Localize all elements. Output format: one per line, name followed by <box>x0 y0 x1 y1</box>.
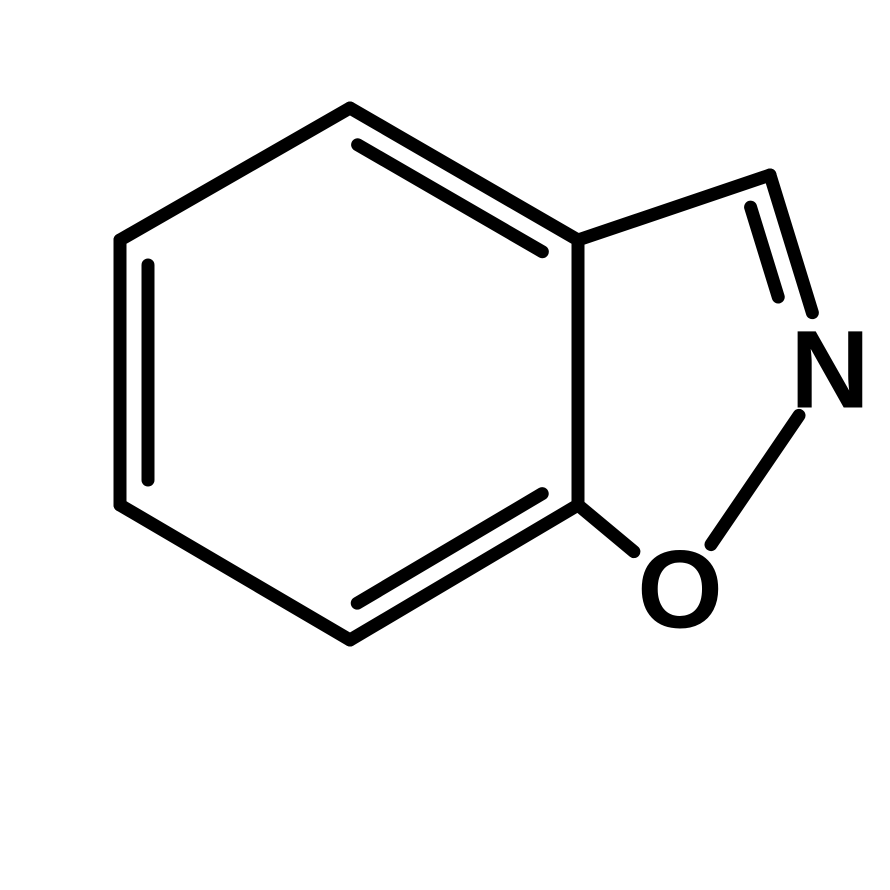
molecule-diagram: NO <box>0 0 890 890</box>
atom-label-n: N <box>790 309 869 432</box>
atom-label-o: O <box>637 529 723 652</box>
